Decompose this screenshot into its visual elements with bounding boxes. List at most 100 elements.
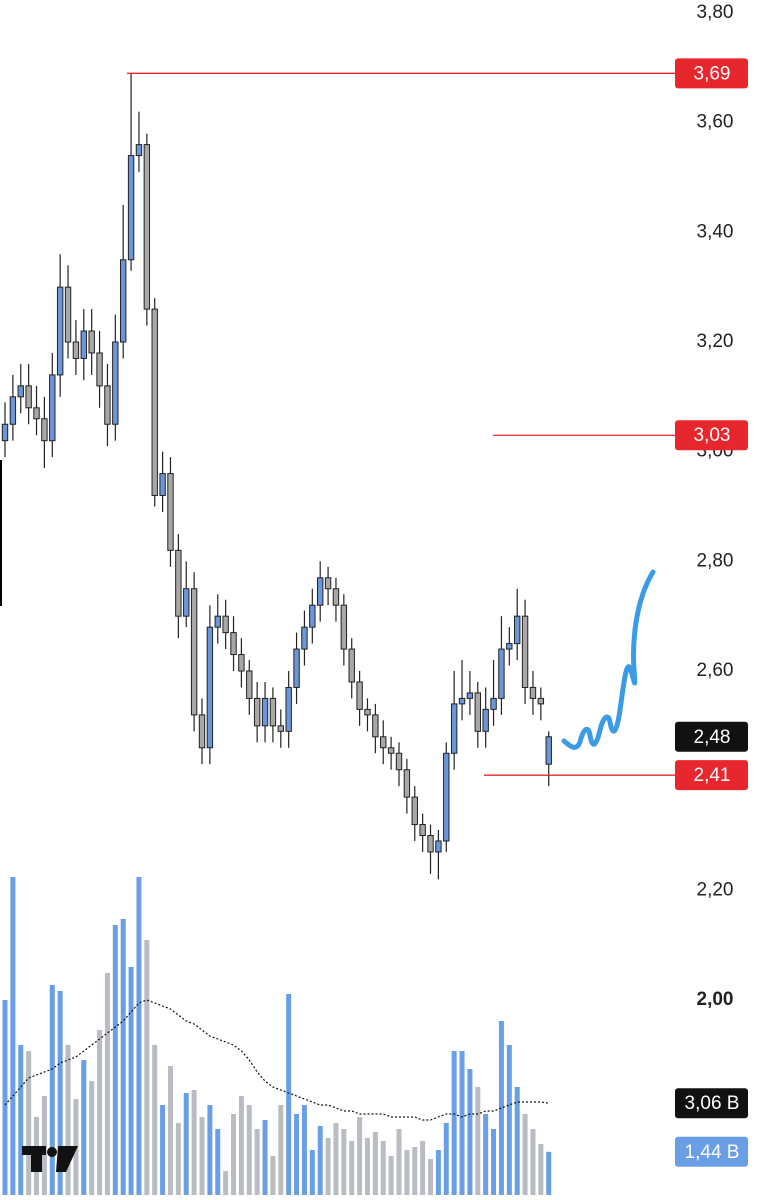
volume [2,877,552,1195]
candle-body [96,352,103,387]
volume-bar [175,1123,181,1195]
candle-body [348,648,355,683]
volume-ma-line [4,999,549,1121]
candle-body [56,286,64,376]
volume-bar [231,1114,237,1195]
volume-bar [104,973,110,1195]
candle-body [403,769,411,798]
candle-body [80,330,87,359]
volume-bar [254,1129,260,1195]
volume-bar [10,877,16,1195]
candle-body [372,714,379,738]
candle-body [498,648,505,699]
volume-bar [530,1129,536,1195]
volume-bar [349,1141,355,1195]
candle-body [364,708,371,716]
candle-body [419,824,426,836]
price-tag: 3,69 [694,63,731,84]
candle-body [25,385,32,409]
volume-bar [160,1105,166,1195]
volume-bar [89,1081,95,1195]
volume-bar [49,985,55,1195]
volume-bar [388,1156,394,1195]
candle-body [143,144,151,310]
volume-bar [372,1132,378,1195]
volume-bar [199,1117,205,1195]
candle-body [490,697,497,710]
y-tick-label: 2,80 [697,550,734,571]
volume-bar [144,940,150,1195]
candle-body [482,708,489,732]
candle-body [214,615,221,628]
volume-bar [262,1120,268,1195]
logo [22,1146,78,1172]
volume-bar [18,1045,24,1195]
volume-bar [270,1156,276,1195]
volume-bar [136,877,142,1195]
price-tag-bg [675,58,748,89]
candle-body [317,577,324,606]
candle-body [88,330,95,354]
volume-bar [396,1129,402,1195]
price-tag: 3,03 [694,425,731,446]
volume-bar [451,1051,457,1195]
volume-bar [128,967,134,1195]
volume-bar [97,1030,103,1195]
volume-bar [278,1105,284,1195]
y-tick-label: 3,60 [697,112,734,133]
candle-body [395,752,403,771]
volume-bar [309,1150,315,1195]
candle-body [458,697,466,705]
candle-body [356,681,363,710]
candle-body [529,686,537,699]
volume-bar [286,994,292,1195]
volume-bar [341,1129,347,1195]
volume-bar [183,1093,189,1195]
volume-bar [57,991,63,1195]
candle-body [246,670,253,699]
candle-body [112,341,119,425]
volume-bar [325,1138,331,1195]
candle-body [183,588,190,617]
candle-body [537,697,545,705]
candle-body [253,697,261,727]
candle-body [151,308,158,497]
price-tag: 2,41 [694,765,731,786]
last-price-tag-bg [675,721,748,752]
volume-bar [207,1105,213,1195]
candle-body [175,549,182,617]
candle-body [49,374,56,442]
candle-body [332,588,340,606]
volume-bar [317,1126,323,1195]
volume-ma-tag: 3,06 B [685,1093,740,1114]
candle-body [466,692,474,699]
volume-bar [428,1159,434,1195]
volume-bar [364,1138,370,1195]
volume-bar [81,1060,87,1195]
candle-body [104,385,111,425]
candle-body [443,752,450,842]
candle-body [427,835,434,853]
last-price-tag: 2,48 [694,727,731,748]
candle-body [9,396,17,425]
volume-bar [215,1129,221,1195]
price-tag-bg [675,420,748,451]
volume-bar [483,1114,489,1195]
volume-bar [223,1171,229,1195]
y-tick-label: 2,60 [697,660,734,681]
volume-bar [498,1021,504,1195]
volume-bar [26,1051,32,1195]
candle-body [1,423,9,442]
volume-bar [246,1105,252,1195]
volume-tag: 1,44 B [685,1142,740,1163]
volume-bar [167,1066,173,1195]
volume-bar [443,1123,449,1195]
y-tick-label: 2,20 [697,879,734,900]
volume-bar [357,1117,363,1195]
candle-body [293,648,300,688]
candle-body [411,796,418,826]
candle-body [340,604,348,650]
candle-body [167,473,174,551]
candle-body [190,588,198,716]
